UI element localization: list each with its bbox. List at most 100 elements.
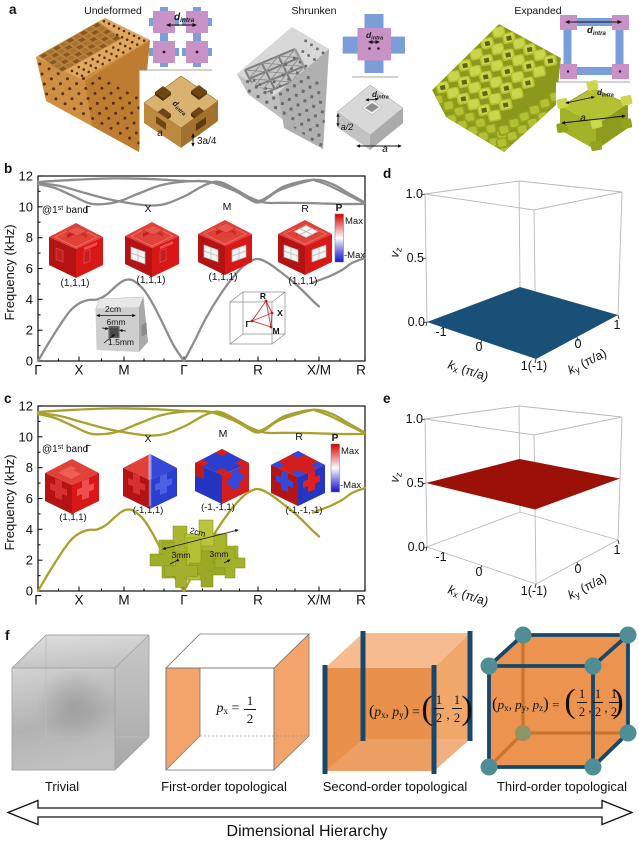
svg-text:c: c xyxy=(4,391,12,406)
svg-text:M: M xyxy=(272,326,279,336)
svg-text:Γ: Γ xyxy=(34,363,42,378)
svg-text:Max: Max xyxy=(341,446,359,457)
svg-text:(-1,-1,-1): (-1,-1,-1) xyxy=(286,505,323,516)
svg-text:10: 10 xyxy=(19,199,33,214)
svg-text:(1,1,1): (1,1,1) xyxy=(61,278,90,289)
svg-text:Shrunken: Shrunken xyxy=(292,5,337,17)
svg-text:(1,1,1): (1,1,1) xyxy=(289,276,318,287)
svg-text:0.0: 0.0 xyxy=(408,540,425,554)
svg-text:(: ( xyxy=(421,690,432,727)
svg-text:12: 12 xyxy=(19,399,33,414)
svg-text:1(-1): 1(-1) xyxy=(521,359,547,373)
svg-text:12: 12 xyxy=(19,169,33,184)
svg-text:(1,1,1): (1,1,1) xyxy=(137,275,166,286)
svg-text:X/M: X/M xyxy=(307,593,331,608)
svg-text:1: 1 xyxy=(614,318,621,332)
svg-text:P: P xyxy=(336,203,343,214)
svg-text:dintra: dintra xyxy=(597,88,614,99)
svg-text:1: 1 xyxy=(579,687,585,701)
svg-text:6: 6 xyxy=(26,491,33,506)
svg-text:Second-order topological: Second-order topological xyxy=(323,779,468,794)
svg-text:(: ( xyxy=(564,683,575,720)
svg-text:6: 6 xyxy=(26,261,33,276)
svg-text:Γ: Γ xyxy=(85,205,91,216)
svg-text:-Max: -Max xyxy=(340,480,361,491)
svg-text:2cm: 2cm xyxy=(105,304,121,314)
svg-text:0.5: 0.5 xyxy=(407,251,424,265)
svg-text:a: a xyxy=(157,128,163,139)
svg-text:vz: vz xyxy=(387,245,404,259)
svg-text:Γ: Γ xyxy=(34,593,42,608)
svg-text:X: X xyxy=(74,363,83,378)
svg-text:X: X xyxy=(144,433,151,445)
svg-text:Γ: Γ xyxy=(180,593,188,608)
svg-text:-1: -1 xyxy=(435,325,446,339)
svg-text:-1: -1 xyxy=(435,550,446,564)
svg-text:R: R xyxy=(253,593,263,608)
svg-text:R: R xyxy=(253,363,263,378)
svg-text:1.0: 1.0 xyxy=(406,412,423,426)
svg-text:): ) xyxy=(612,683,623,720)
svg-text:1: 1 xyxy=(595,687,601,701)
svg-text:X: X xyxy=(144,203,151,215)
svg-text:2: 2 xyxy=(26,553,33,568)
svg-text:2: 2 xyxy=(595,705,601,719)
svg-text:0: 0 xyxy=(26,584,33,599)
svg-text:0: 0 xyxy=(575,562,582,576)
svg-text:(px, py) =: (px, py) = xyxy=(369,703,420,720)
svg-text:0.5: 0.5 xyxy=(407,476,424,490)
svg-text:dintra: dintra xyxy=(372,90,389,101)
svg-text:dintra: dintra xyxy=(587,25,606,37)
svg-text:(1,1,1): (1,1,1) xyxy=(59,512,86,523)
svg-text:R: R xyxy=(260,291,266,301)
svg-text:First-order topological: First-order topological xyxy=(161,779,287,794)
svg-text:a: a xyxy=(9,2,17,17)
svg-text:a: a xyxy=(382,144,388,155)
svg-text:1: 1 xyxy=(614,543,621,557)
svg-text:2: 2 xyxy=(611,705,617,719)
svg-text:2: 2 xyxy=(454,711,460,725)
svg-text:,: , xyxy=(588,700,591,715)
svg-text:(-1,1,1): (-1,1,1) xyxy=(133,505,164,516)
svg-text:R: R xyxy=(301,203,309,215)
svg-text:@1st band: @1st band xyxy=(42,205,88,216)
svg-text:2: 2 xyxy=(579,705,585,719)
svg-text:): ) xyxy=(461,690,472,727)
svg-text:Frequency (kHz): Frequency (kHz) xyxy=(2,224,17,320)
svg-text:8: 8 xyxy=(26,230,33,245)
svg-text:Expanded: Expanded xyxy=(514,5,561,17)
svg-text:1: 1 xyxy=(436,693,442,707)
svg-text:a: a xyxy=(580,113,586,124)
svg-text:X/M: X/M xyxy=(307,363,331,378)
svg-text:0: 0 xyxy=(476,565,483,579)
svg-text:1: 1 xyxy=(247,693,254,708)
svg-text:1.5mm: 1.5mm xyxy=(108,337,134,347)
svg-text:(px, py, pz) =: (px, py, pz) = xyxy=(492,694,559,713)
svg-text:@1st band: @1st band xyxy=(42,444,88,455)
svg-text:M: M xyxy=(223,201,232,213)
svg-text:,: , xyxy=(446,707,449,722)
svg-text:,: , xyxy=(604,700,607,715)
svg-text:4: 4 xyxy=(26,292,33,307)
svg-text:px =: px = xyxy=(216,701,240,716)
svg-text:M: M xyxy=(219,428,228,440)
svg-text:X: X xyxy=(74,593,83,608)
svg-text:Dimensional Hierarchy: Dimensional Hierarchy xyxy=(227,823,388,840)
svg-text:vz: vz xyxy=(387,470,404,484)
svg-text:R: R xyxy=(356,363,366,378)
svg-text:R: R xyxy=(295,431,303,443)
svg-text:4: 4 xyxy=(26,522,33,537)
svg-text:1(-1): 1(-1) xyxy=(521,584,547,598)
svg-text:3mm: 3mm xyxy=(210,549,229,559)
svg-text:10: 10 xyxy=(19,429,33,444)
svg-text:0: 0 xyxy=(575,337,582,351)
svg-text:d: d xyxy=(383,166,391,181)
svg-text:dintra: dintra xyxy=(366,30,383,42)
svg-text:R: R xyxy=(356,593,366,608)
svg-text:2: 2 xyxy=(247,711,254,726)
svg-text:M: M xyxy=(118,363,129,378)
svg-text:Γ: Γ xyxy=(85,444,91,455)
svg-text:1.0: 1.0 xyxy=(406,187,423,201)
svg-text:Trivial: Trivial xyxy=(45,779,79,794)
svg-text:M: M xyxy=(118,593,129,608)
